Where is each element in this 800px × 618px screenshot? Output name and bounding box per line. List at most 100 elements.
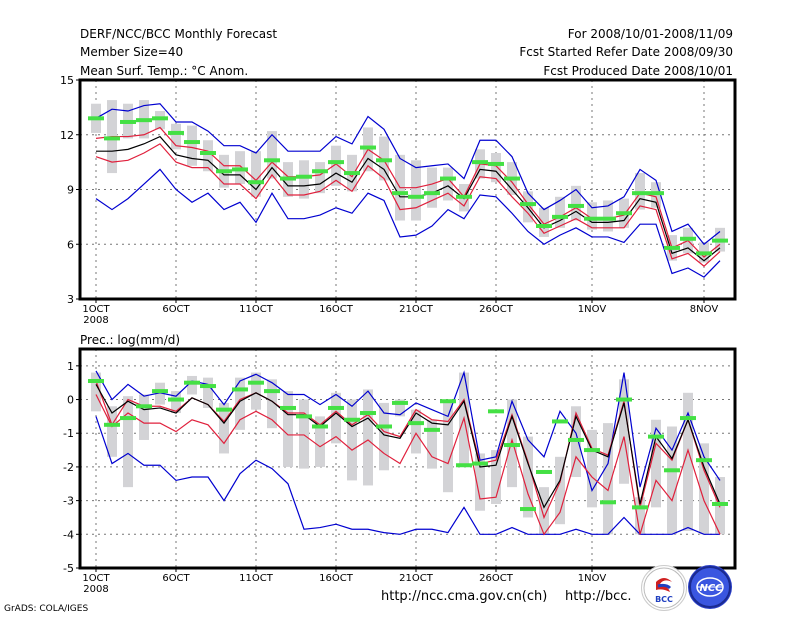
spread-bar: [203, 377, 213, 408]
spread-bar: [107, 406, 117, 457]
series-line-lower: [95, 143, 721, 267]
y-tick-label: -2: [63, 461, 74, 474]
observed-marker: [200, 151, 216, 155]
observed-marker: [248, 180, 264, 185]
spread-bar: [603, 423, 613, 535]
observed-marker: [104, 136, 120, 141]
y-tick-label: -1: [63, 427, 74, 440]
observed-marker: [344, 417, 360, 422]
x-tick-sublabel: 2008: [83, 315, 108, 326]
spread-bar: [315, 416, 325, 467]
ncc-logo-icon: NCC: [689, 566, 731, 608]
spread-bar: [347, 399, 357, 481]
x-tick-label: 1NOV: [578, 573, 607, 584]
observed-marker: [376, 424, 392, 429]
observed-marker: [88, 116, 104, 121]
observed-marker: [88, 379, 104, 384]
observed-marker: [472, 160, 488, 165]
spread-bar: [619, 379, 629, 484]
observed-marker: [648, 191, 664, 196]
bcc-logo-icon: BCC: [643, 567, 685, 609]
observed-marker: [440, 176, 456, 181]
observed-marker: [680, 416, 696, 421]
observed-marker: [504, 443, 520, 448]
spread-bar: [299, 160, 309, 199]
observed-marker: [568, 437, 584, 442]
spread-bar: [315, 162, 325, 194]
observed-marker: [664, 245, 680, 250]
spread-bar: [523, 191, 533, 223]
spread-bar: [491, 450, 501, 504]
top-panel-variable: Mean Surf. Temp.: °C Anom.: [80, 64, 249, 78]
observed-marker: [120, 119, 136, 124]
spread-bar: [443, 167, 453, 201]
bottom-panel-variable: Prec.: log(mm/d): [80, 333, 181, 347]
spread-bar: [539, 487, 549, 535]
observed-marker: [536, 224, 552, 228]
observed-marker: [408, 194, 424, 199]
spread-bar: [395, 399, 405, 417]
bcc-url-link[interactable]: http://bcc.: [565, 589, 632, 604]
spread-bar: [491, 153, 501, 183]
observed-marker: [664, 468, 680, 473]
x-tick-label: 26OCT: [479, 304, 514, 315]
observed-marker: [488, 409, 504, 414]
observed-marker: [456, 463, 472, 468]
y-tick-label: 15: [60, 74, 74, 87]
observed-marker: [648, 434, 664, 439]
observed-marker: [632, 505, 648, 510]
observed-marker: [120, 416, 136, 421]
observed-marker: [616, 211, 632, 216]
spread-bar: [555, 456, 565, 525]
y-tick-label: -5: [63, 562, 74, 575]
observed-marker: [136, 404, 152, 409]
y-tick-label: 12: [60, 129, 74, 142]
spread-bar: [251, 372, 261, 410]
x-tick-label: 16OCT: [319, 573, 354, 584]
spread-bar: [555, 196, 565, 228]
ncc-url-link[interactable]: http://ncc.cma.gov.cn(ch): [381, 589, 548, 604]
spread-bar: [411, 409, 421, 454]
grads-credit: GrADS: COLA/IGES: [4, 604, 89, 614]
x-tick-label: 11OCT: [239, 304, 274, 315]
spread-bar: [363, 389, 373, 486]
spread-bar: [283, 391, 293, 467]
spread-bar: [411, 160, 421, 221]
spread-bar: [267, 131, 277, 179]
observed-marker: [264, 389, 280, 394]
observed-marker: [616, 397, 632, 402]
observed-marker: [216, 169, 232, 174]
observed-marker: [136, 118, 152, 123]
y-tick-label: 9: [67, 184, 74, 197]
observed-marker: [456, 194, 472, 199]
observed-marker: [424, 191, 440, 196]
observed-marker: [536, 469, 552, 474]
spread-bar: [683, 392, 693, 531]
observed-marker: [376, 158, 392, 163]
y-tick-label: 0: [67, 394, 74, 407]
observed-marker: [280, 176, 296, 181]
observed-marker: [424, 427, 440, 432]
spread-bar: [235, 377, 245, 430]
ncc-logo: NCC: [688, 565, 732, 609]
observed-marker: [328, 405, 344, 410]
observed-marker: [392, 400, 408, 405]
x-tick-label: 16OCT: [319, 304, 354, 315]
observed-marker: [680, 236, 696, 241]
x-tick-label: 1OCT: [82, 304, 110, 315]
bcc-logo: BCC: [641, 565, 687, 611]
observed-marker: [584, 216, 600, 221]
observed-marker: [552, 419, 568, 424]
series-line-max: [95, 103, 721, 246]
y-tick-label: 3: [67, 293, 74, 306]
spread-bar: [443, 399, 453, 493]
spread-bar: [427, 419, 437, 469]
observed-marker: [472, 461, 488, 466]
x-tick-label: 21OCT: [399, 573, 434, 584]
spread-bar: [571, 185, 581, 221]
observed-marker: [200, 384, 216, 389]
chart-title: DERF/NCC/BCC Monthly Forecast: [80, 27, 278, 41]
observed-marker: [504, 176, 520, 181]
spread-bar: [603, 200, 613, 232]
